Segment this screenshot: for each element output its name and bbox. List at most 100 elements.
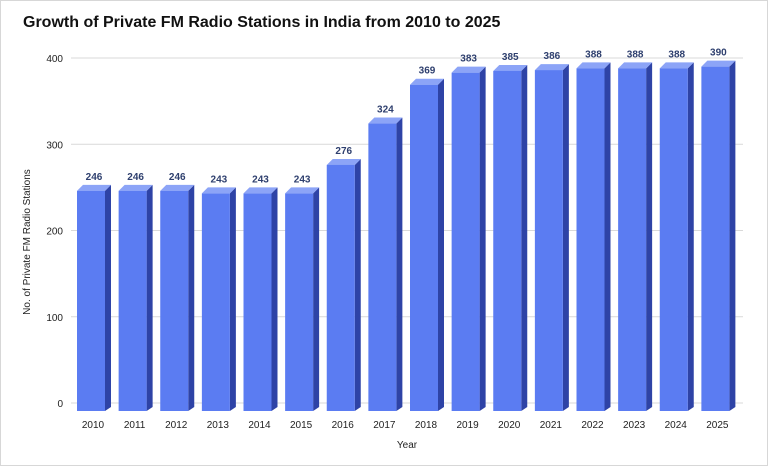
y-tick-label-100: 100: [46, 313, 63, 324]
x-tick-label-2014: 2014: [248, 420, 271, 431]
bar-2018: [410, 78, 444, 412]
bar-2022: [576, 62, 611, 411]
x-tick-label-2023: 2023: [623, 420, 646, 431]
x-axis-ticks: 2010 2011 2012 2013 2014 2015 2016 2017 2018 2019…: [82, 420, 729, 431]
bar-front-2020: [493, 70, 522, 411]
y-tick-label-300: 300: [46, 140, 63, 151]
bar-front-2018: [410, 84, 438, 412]
bar-front-2013: [201, 193, 230, 411]
bar-2023: [618, 62, 653, 411]
bar-front-2017: [368, 123, 397, 412]
bar-front-2024: [659, 68, 688, 411]
bar-front-2022: [576, 68, 605, 411]
data-label-2018: 369: [419, 66, 436, 77]
bar-front-2012: [160, 190, 189, 411]
x-tick-label-2021: 2021: [540, 420, 563, 431]
bar-2011: [118, 184, 153, 411]
bar-side-2019: [479, 66, 486, 411]
x-tick-label-2015: 2015: [290, 420, 313, 431]
bar-front-2016: [326, 164, 355, 411]
bar-top-2025: [701, 60, 736, 67]
bar-2013: [201, 187, 236, 411]
bar-2024: [659, 62, 694, 411]
bar-top-2010: [77, 184, 111, 191]
bar-side-2015: [313, 187, 320, 411]
bar-top-2016: [326, 158, 361, 165]
bar-side-2013: [229, 187, 236, 411]
data-label-2013: 243: [211, 174, 228, 185]
data-label-2011: 246: [127, 172, 144, 183]
bar-side-2022: [604, 62, 611, 411]
bar-front-2019: [451, 72, 480, 411]
y-tick-label-200: 200: [46, 227, 63, 238]
bar-top-2018: [410, 78, 444, 85]
data-label-2025: 390: [710, 48, 727, 59]
chart-title: Growth of Private FM Radio Stations in I…: [23, 14, 501, 31]
bar-side-2010: [105, 184, 111, 411]
x-tick-label-2017: 2017: [373, 420, 396, 431]
bar-top-2022: [576, 62, 611, 69]
y-axis-ticks: 0 100 200 300 400: [46, 54, 63, 410]
bar-front-2010: [77, 190, 105, 411]
bar-front-2015: [285, 193, 314, 411]
data-label-2016: 276: [335, 146, 352, 157]
bar-2017: [368, 117, 403, 412]
x-tick-label-2016: 2016: [332, 420, 355, 431]
bar-2025: [701, 60, 736, 411]
data-label-2024: 388: [668, 49, 685, 60]
bar-front-2025: [701, 66, 730, 411]
bar-top-2021: [534, 64, 569, 71]
y-tick-label-400: 400: [46, 54, 63, 65]
bar-top-2013: [201, 187, 236, 194]
bar-2015: [285, 187, 320, 411]
bar-side-2018: [438, 78, 444, 412]
bar-side-2017: [396, 117, 403, 412]
bar-side-2014: [271, 187, 278, 411]
x-tick-label-2018: 2018: [415, 420, 438, 431]
bar-side-2024: [687, 62, 694, 411]
data-labels: 246 246 246 243 243 243 276 324 369 383 385 386 388 3…: [86, 48, 727, 186]
data-label-2023: 388: [627, 49, 644, 60]
bar-front-2011: [118, 190, 147, 411]
bar-side-2021: [562, 64, 569, 411]
bar-2016: [326, 158, 361, 411]
bar-2021: [534, 64, 569, 411]
data-label-2022: 388: [585, 49, 602, 60]
bar-side-2020: [521, 64, 528, 411]
bar-top-2024: [659, 62, 694, 69]
x-tick-label-2019: 2019: [457, 420, 480, 431]
x-tick-label-2011: 2011: [124, 420, 146, 431]
bar-top-2012: [160, 184, 195, 191]
bar-front-2014: [243, 193, 272, 411]
x-tick-label-2012: 2012: [165, 420, 188, 431]
y-axis-label: No. of Private FM Radio Stations: [22, 169, 33, 315]
bar-top-2019: [451, 66, 486, 73]
x-tick-label-2013: 2013: [207, 420, 230, 431]
bar-side-2011: [146, 184, 153, 411]
data-label-2017: 324: [377, 105, 394, 116]
bar-2014: [243, 187, 278, 411]
data-label-2014: 243: [252, 174, 269, 185]
bar-side-2012: [188, 184, 195, 411]
data-label-2019: 383: [460, 54, 477, 65]
bar-top-2017: [368, 117, 403, 124]
bar-top-2020: [493, 64, 528, 71]
bar-top-2011: [118, 184, 153, 191]
x-tick-label-2025: 2025: [706, 420, 729, 431]
bar-side-2023: [646, 62, 653, 411]
data-label-2012: 246: [169, 172, 186, 183]
x-tick-label-2010: 2010: [82, 420, 105, 431]
data-label-2021: 386: [544, 51, 561, 62]
bar-top-2015: [285, 187, 320, 194]
data-label-2015: 243: [294, 174, 311, 185]
data-label-2010: 246: [86, 172, 103, 183]
bar-2019: [451, 66, 486, 411]
x-tick-label-2024: 2024: [665, 420, 688, 431]
bar-side-2016: [354, 158, 361, 411]
x-tick-label-2022: 2022: [581, 420, 604, 431]
bar-top-2014: [243, 187, 278, 194]
y-tick-label-0: 0: [57, 399, 63, 410]
x-tick-label-2020: 2020: [498, 420, 521, 431]
bars: [77, 60, 736, 412]
